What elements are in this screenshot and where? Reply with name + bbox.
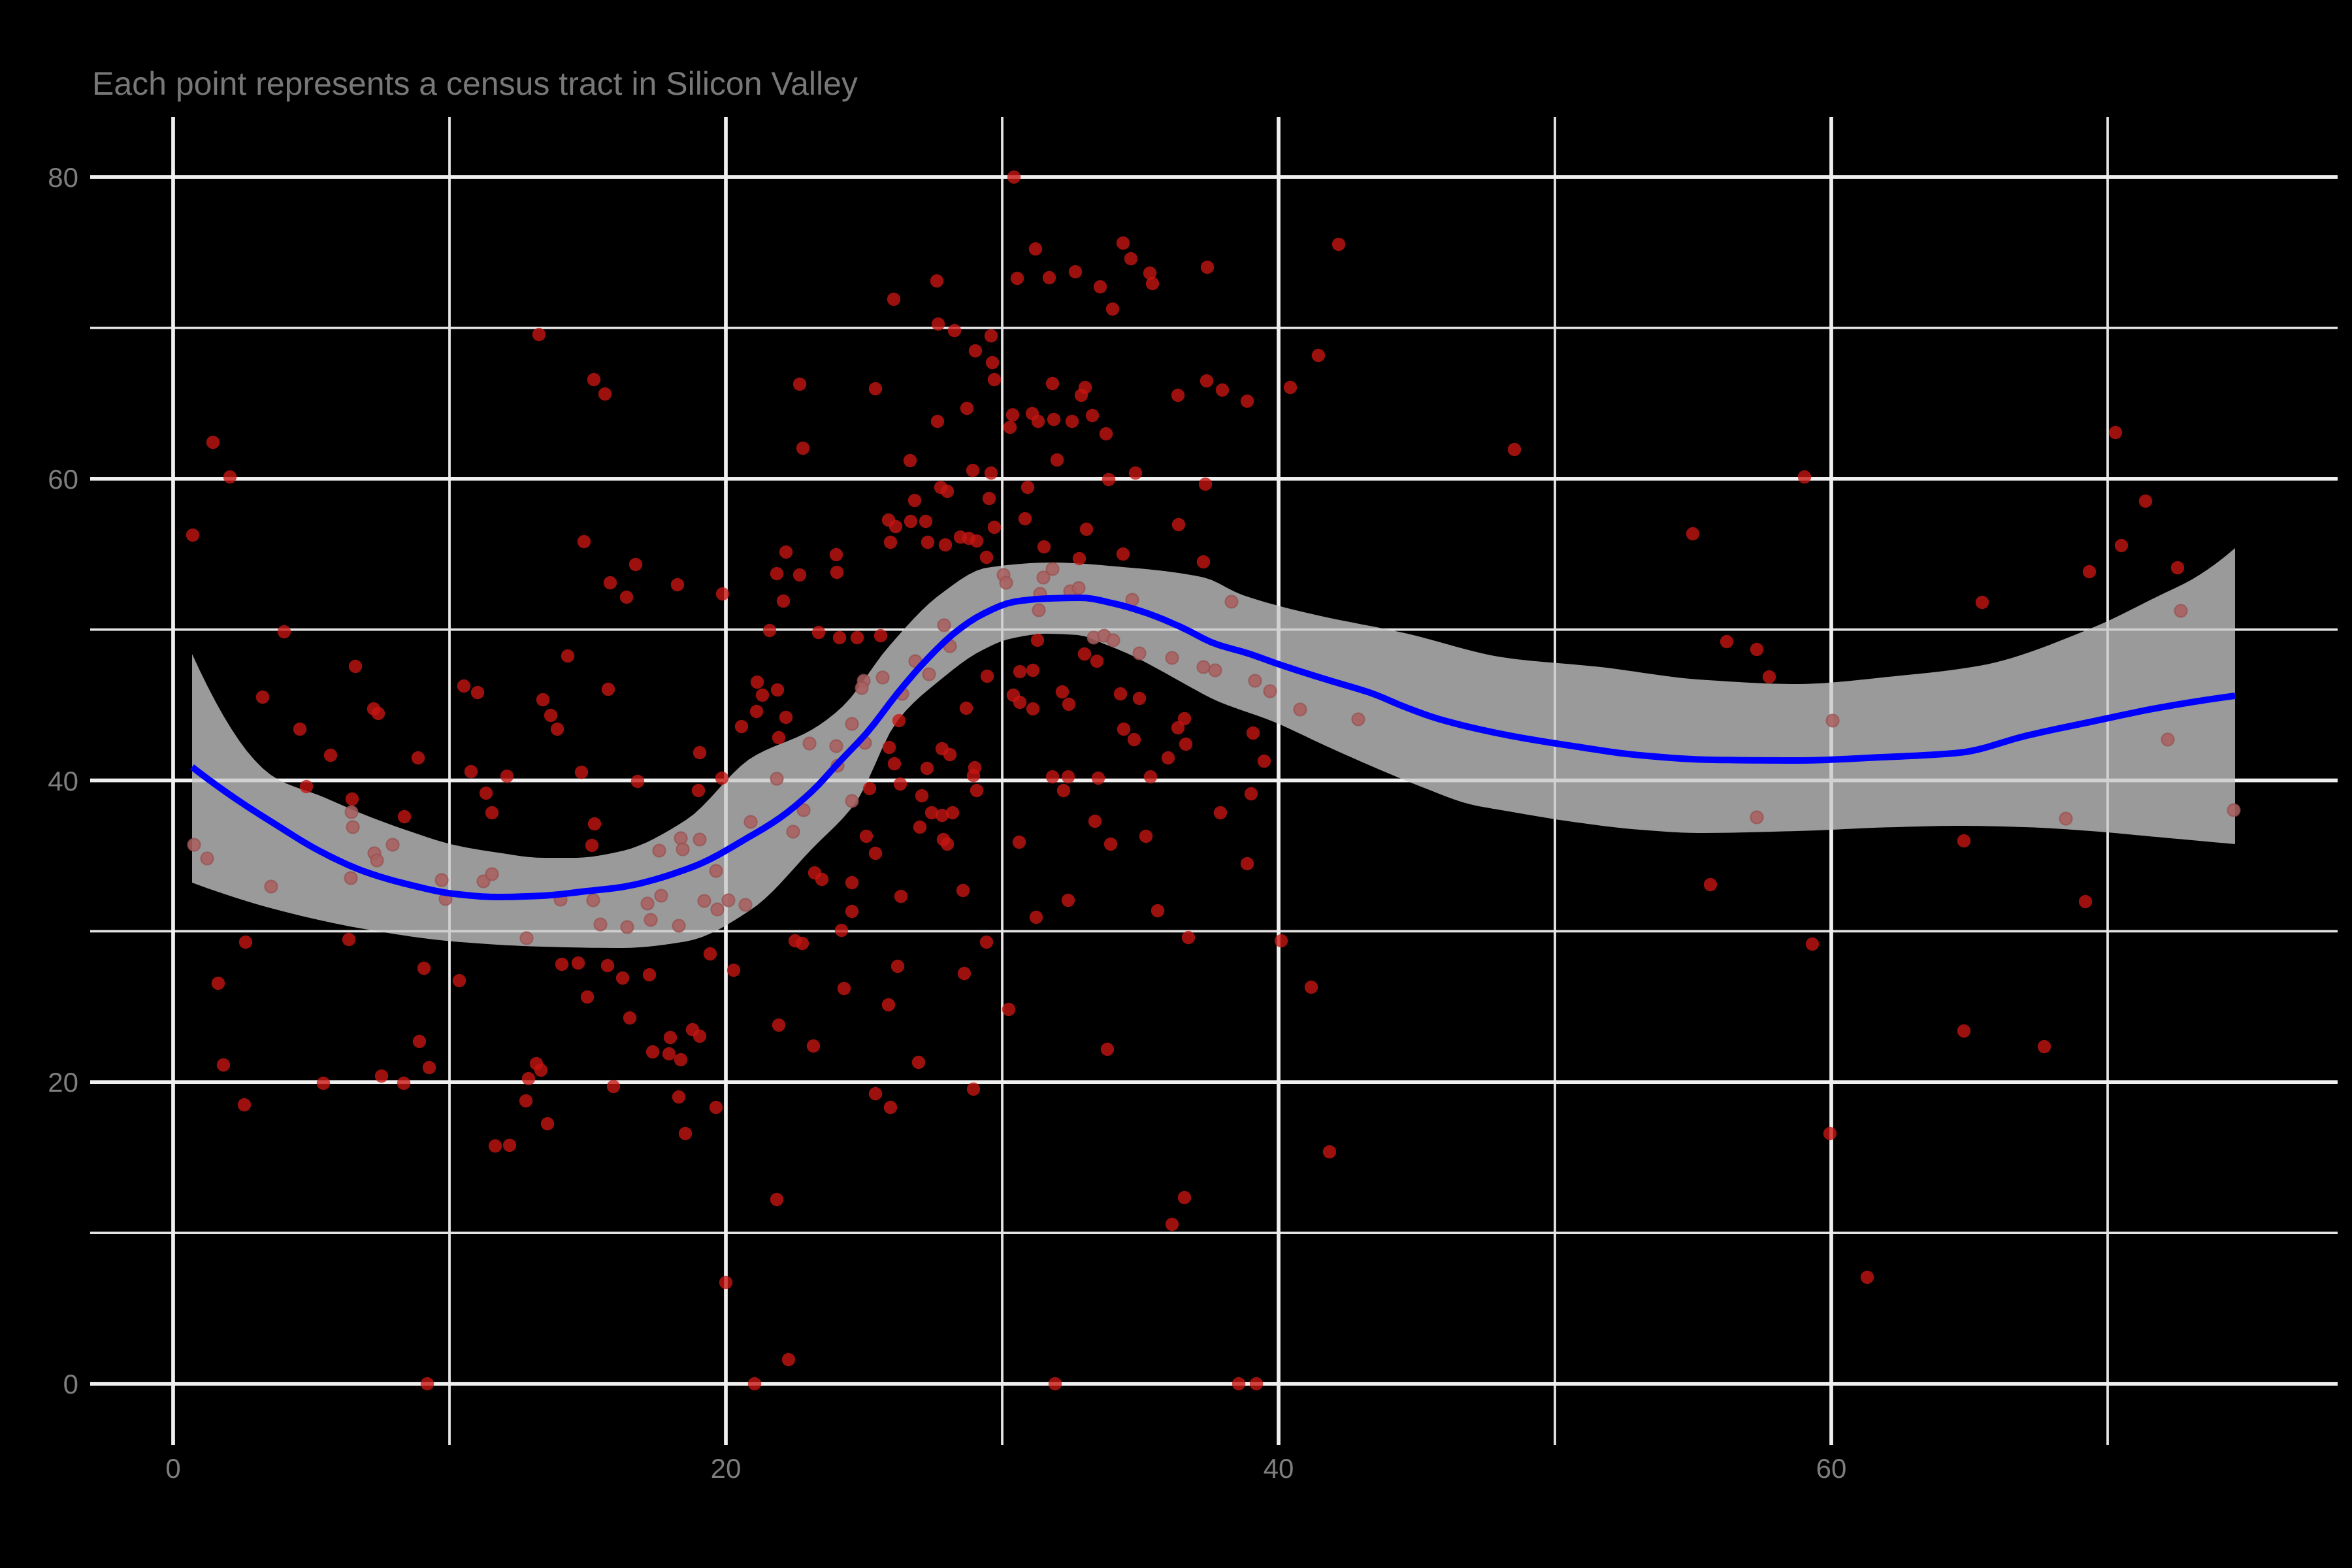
svg-text:20: 20 <box>48 1067 78 1098</box>
svg-text:40: 40 <box>48 766 78 796</box>
svg-text:80: 80 <box>48 162 78 193</box>
svg-text:60: 60 <box>48 464 78 495</box>
svg-text:0: 0 <box>63 1369 78 1399</box>
svg-text:20: 20 <box>711 1453 742 1484</box>
svg-text:Each point represents a census: Each point represents a census tract in … <box>92 65 858 102</box>
svg-text:0: 0 <box>165 1453 180 1484</box>
svg-text:40: 40 <box>1264 1453 1294 1484</box>
svg-text:60: 60 <box>1816 1453 1847 1484</box>
